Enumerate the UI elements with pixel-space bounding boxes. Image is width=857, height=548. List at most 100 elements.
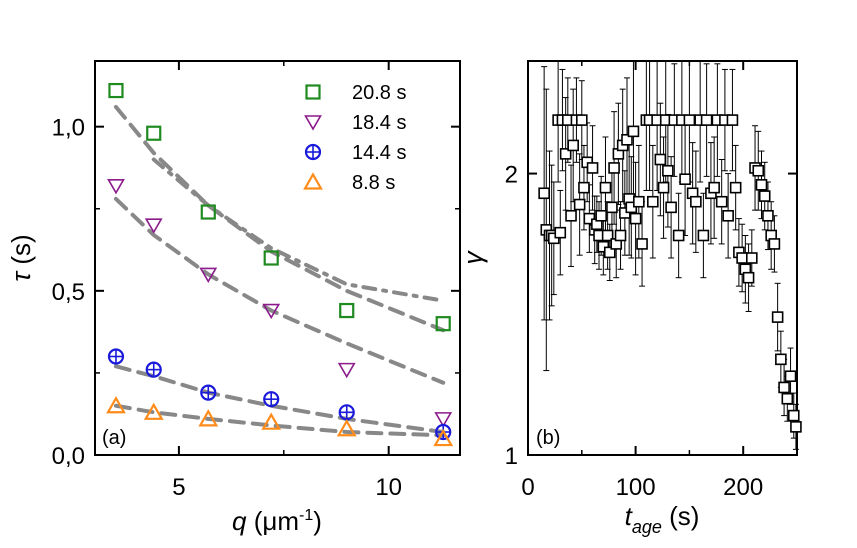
legend-label-3: 8.8 s xyxy=(352,172,395,194)
panel-a-y-axis-label: τ (s) xyxy=(6,234,36,281)
data-point-b xyxy=(627,125,640,138)
legend-label-1: 18.4 s xyxy=(352,112,406,134)
data-point-b xyxy=(726,114,739,126)
data-point-b xyxy=(614,229,627,242)
data-point-a-series-0 xyxy=(108,82,124,99)
y-tick-label-a: 0,5 xyxy=(52,279,85,306)
data-point-b xyxy=(768,238,781,250)
fit-line-fit-14.4 xyxy=(113,364,446,435)
data-point-b xyxy=(575,114,588,126)
data-point-b xyxy=(715,195,728,208)
data-point-b xyxy=(683,114,696,126)
data-point-b xyxy=(742,271,755,284)
data-point-b xyxy=(601,229,614,242)
panel-a-x-axis-label: q (μm-1) xyxy=(232,506,322,536)
data-point-a-series-0 xyxy=(146,125,162,141)
data-point-b xyxy=(729,181,742,194)
data-point-b xyxy=(586,162,599,174)
y-tick-label-b: 2 xyxy=(505,162,518,189)
data-point-b xyxy=(554,226,567,239)
data-point-b xyxy=(746,252,758,264)
x-tick-label-b: 0 xyxy=(521,474,534,501)
x-axis-b-unit: (s) xyxy=(662,501,700,531)
data-point-a-series-1 xyxy=(107,178,125,195)
data-point-b xyxy=(599,181,612,194)
fit-line-fit-20.8 xyxy=(113,104,446,333)
data-point-b xyxy=(647,195,659,208)
data-point-b xyxy=(636,238,648,250)
legend-marker-0 xyxy=(305,84,321,100)
data-point-b xyxy=(603,246,616,259)
data-point-b xyxy=(662,164,674,177)
panel-b-x-axis-label: tage (s) xyxy=(625,501,700,537)
data-point-b xyxy=(762,209,774,222)
legend-marker-2 xyxy=(304,143,322,161)
legend-marker-3 xyxy=(303,172,323,190)
data-point-a-series-3 xyxy=(143,402,164,420)
panel-a-label: (a) xyxy=(102,427,126,449)
data-point-b xyxy=(606,201,618,214)
panel-b-frame xyxy=(527,60,798,456)
data-point-b xyxy=(697,229,710,242)
data-point-b xyxy=(559,148,572,160)
data-point-b xyxy=(629,212,642,225)
x-axis-close: ) xyxy=(313,506,322,536)
data-point-a-series-0 xyxy=(200,204,216,220)
data-point-b xyxy=(736,252,748,264)
y-tick-label-a: 0,0 xyxy=(52,443,85,470)
data-point-b xyxy=(567,139,579,152)
x-axis-b-symbol: t xyxy=(625,501,634,531)
data-point-a-series-1 xyxy=(144,218,163,234)
legend-marker-1 xyxy=(304,115,322,131)
x-tick-label-a: 5 xyxy=(172,474,185,501)
data-point-b xyxy=(633,195,645,208)
x-axis-symbol: q xyxy=(232,506,247,536)
panel-a: 5 10 0,0 0,5 1,0 (a) 20.8 s 18.4 s 14.4 s 8.8 s… xyxy=(6,60,461,536)
y-tick-label-b: 1 xyxy=(505,443,518,470)
data-point-b xyxy=(784,370,797,383)
legend: 20.8 s 18.4 s 14.4 s 8.8 s xyxy=(303,82,406,194)
data-point-b xyxy=(778,381,790,394)
data-point-a-series-0 xyxy=(263,250,279,266)
data-point-a-series-3 xyxy=(261,412,282,430)
data-point-b xyxy=(787,409,800,422)
legend-label-2: 14.4 s xyxy=(352,142,406,164)
data-point-b xyxy=(608,162,620,174)
data-point-a-series-3 xyxy=(198,409,219,427)
panel-b-ticks: 0 100 200 1 2 xyxy=(505,61,798,501)
data-point-b xyxy=(771,311,784,323)
data-point-a-series-2 xyxy=(145,361,162,378)
y-tick-label-a: 1,0 xyxy=(52,115,85,142)
data-point-b xyxy=(595,209,607,222)
x-axis-unit: (μm xyxy=(247,506,300,536)
data-point-a-series-1 xyxy=(199,267,218,284)
data-point-b xyxy=(679,173,691,185)
y-axis-unit: (s) xyxy=(6,234,36,272)
data-point-a-series-2 xyxy=(200,384,217,401)
data-point-b xyxy=(578,181,590,194)
x-tick-label-b: 100 xyxy=(616,474,656,501)
x-axis-b-subscript: age xyxy=(632,517,662,537)
legend-label-0: 20.8 s xyxy=(352,82,406,104)
data-point-b xyxy=(775,353,787,366)
data-point-b xyxy=(538,187,550,200)
data-point-b xyxy=(573,198,586,211)
data-point-b xyxy=(621,134,633,146)
data-point-b xyxy=(708,181,720,194)
fit-line-fit-8.8 xyxy=(113,403,446,438)
panel-a-ticks: 5 10 0,0 0,5 1,0 xyxy=(52,61,460,501)
panel-b-y-axis-label: γ xyxy=(458,250,488,265)
data-point-b xyxy=(781,392,794,405)
data-point-a-series-3 xyxy=(106,396,126,414)
data-point-b xyxy=(654,153,667,166)
panel-a-markers xyxy=(106,82,454,447)
fit-line-fit-18.4 xyxy=(113,196,446,385)
data-point-a-series-3 xyxy=(433,428,454,447)
x-tick-label-b: 200 xyxy=(723,474,763,501)
data-point-b xyxy=(755,179,768,191)
data-point-a-series-1 xyxy=(337,362,356,379)
data-point-a-series-2 xyxy=(338,404,355,421)
data-point-b xyxy=(657,181,670,194)
panel-b-label: (b) xyxy=(536,427,560,449)
